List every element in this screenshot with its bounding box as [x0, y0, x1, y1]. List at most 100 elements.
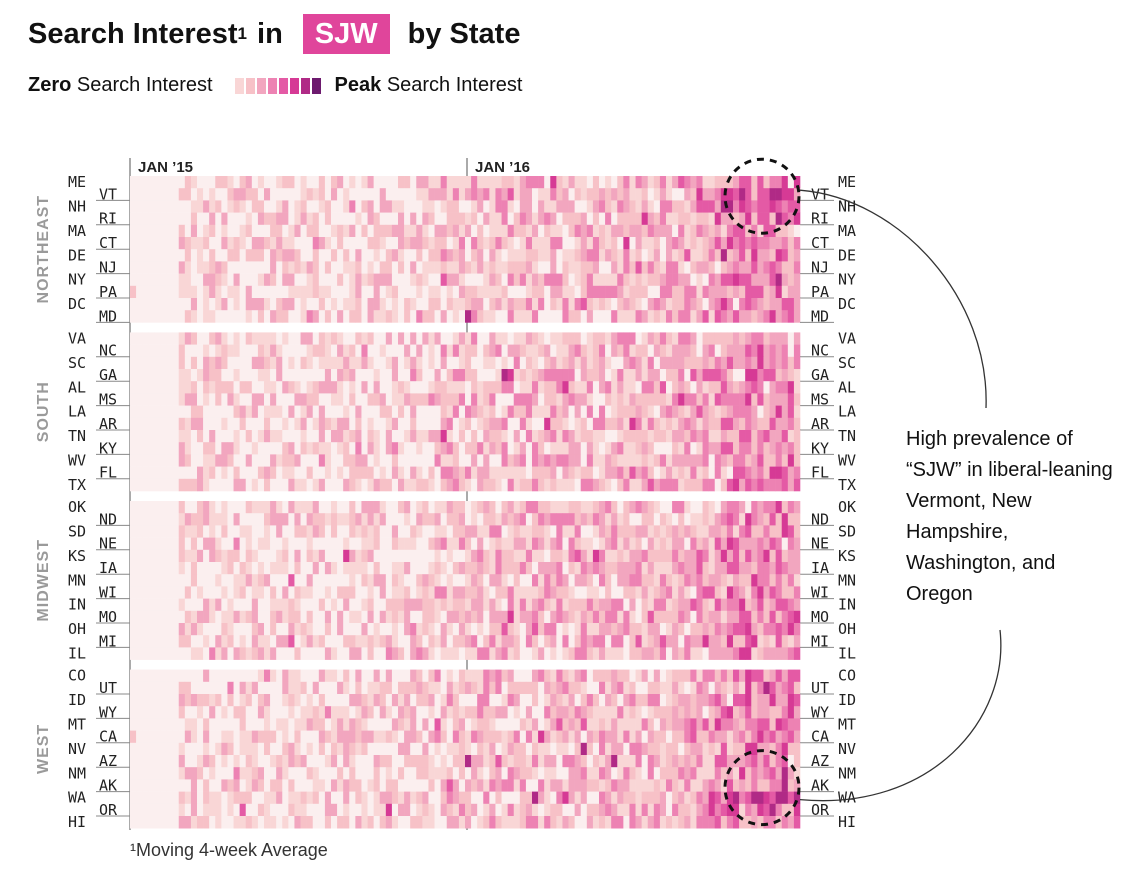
heatmap-cell	[599, 623, 606, 636]
heatmap-cell	[525, 466, 533, 480]
heatmap-cell	[623, 610, 630, 624]
heatmap-cell	[233, 405, 240, 419]
heatmap-cell	[592, 249, 600, 262]
heatmap-cell	[239, 224, 247, 238]
heatmap-cell	[294, 212, 301, 226]
heatmap-cell	[507, 466, 515, 480]
heatmap-cell	[787, 549, 795, 563]
heatmap-cell	[586, 730, 594, 744]
heatmap-cell	[659, 356, 667, 370]
heatmap-cell	[367, 261, 374, 274]
heatmap-cell	[306, 188, 314, 201]
heatmap-cell	[422, 478, 429, 492]
heatmap-cell	[172, 212, 180, 226]
heatmap-cell	[264, 598, 271, 612]
heatmap-cell	[580, 298, 588, 311]
heatmap-cell	[696, 356, 703, 370]
heatmap-cell	[215, 285, 222, 299]
heatmap-cell	[641, 442, 649, 455]
heatmap-cell	[349, 381, 356, 394]
heatmap-cell	[684, 344, 691, 358]
heatmap-cell	[203, 454, 210, 467]
heatmap-cell	[422, 647, 429, 660]
heatmap-cell	[215, 261, 222, 274]
heatmap-cell	[367, 525, 374, 538]
heatmap-cell	[714, 466, 722, 480]
heatmap-cell	[775, 647, 783, 660]
heatmap-cell	[720, 730, 728, 744]
heatmap-cell	[580, 623, 588, 636]
heatmap-cell	[337, 417, 344, 431]
heatmap-cell	[270, 176, 277, 189]
legend-peak-label: Search Interest	[386, 74, 523, 96]
heatmap-cell	[288, 478, 295, 492]
heatmap-cell	[148, 417, 155, 431]
heatmap-cell	[160, 430, 167, 443]
heatmap-cell	[282, 176, 289, 189]
heatmap-cell	[428, 237, 435, 250]
heatmap-cell	[544, 681, 551, 695]
heatmap-cell	[178, 442, 186, 455]
heatmap-cell	[282, 393, 289, 406]
heatmap-cell	[300, 176, 307, 189]
heatmap-cell	[574, 224, 582, 238]
heatmap-cell	[428, 381, 435, 394]
heatmap-cell	[300, 344, 307, 358]
heatmap-cell	[599, 549, 606, 563]
heatmap-cell	[221, 298, 228, 311]
heatmap-cell	[519, 285, 527, 299]
heatmap-cell	[306, 273, 314, 287]
heatmap-cell	[513, 212, 521, 226]
heatmap-cell	[197, 669, 204, 683]
state-label: OK	[68, 498, 86, 516]
heatmap-cell	[343, 332, 350, 345]
heatmap-cell	[184, 356, 192, 370]
heatmap-cell	[282, 285, 289, 299]
heatmap-cell	[428, 610, 435, 624]
heatmap-cell	[714, 598, 722, 612]
heatmap-cell	[215, 647, 222, 660]
heatmap-cell	[519, 501, 527, 514]
heatmap-cell	[550, 249, 557, 262]
heatmap-cell	[653, 176, 661, 189]
heatmap-cell	[172, 513, 180, 526]
heatmap-cell	[446, 466, 454, 480]
heatmap-cell	[574, 237, 582, 250]
state-label: MT	[838, 716, 856, 734]
heatmap-cell	[489, 332, 496, 345]
heatmap-cell	[160, 623, 167, 636]
heatmap-cell	[142, 285, 149, 299]
heatmap-cell	[197, 224, 204, 238]
heatmap-cell	[306, 237, 314, 250]
heatmap-cell	[562, 574, 569, 587]
heatmap-cell	[209, 224, 216, 238]
heatmap-cell	[793, 635, 801, 648]
heatmap-cell	[696, 273, 703, 287]
heatmap-cell	[446, 574, 454, 587]
heatmap-cell	[245, 466, 253, 480]
heatmap-cell	[391, 466, 399, 480]
heatmap-cell	[501, 647, 508, 660]
heatmap-cell	[324, 718, 332, 731]
heatmap-cell	[276, 586, 283, 599]
heatmap-cell	[355, 647, 362, 660]
heatmap-cell	[416, 598, 423, 612]
heatmap-cell	[203, 478, 210, 492]
heatmap-cell	[239, 549, 247, 563]
heatmap-cell	[203, 574, 210, 587]
heatmap-cell	[385, 694, 393, 707]
heatmap-cell	[221, 681, 228, 695]
heatmap-cell	[586, 549, 594, 563]
state-label: AL	[68, 378, 86, 396]
heatmap-cell	[306, 623, 314, 636]
heatmap-cell	[696, 285, 703, 299]
heatmap-cell	[550, 332, 557, 345]
heatmap-cell	[221, 549, 228, 563]
heatmap-cell	[550, 706, 557, 719]
chart-title: Search Interest 1 in SJW by State	[28, 14, 520, 54]
heatmap-cell	[775, 478, 783, 492]
heatmap-cell	[276, 706, 283, 719]
heatmap-cell	[781, 623, 789, 636]
heatmap-cell	[276, 405, 283, 419]
heatmap-cell	[666, 356, 673, 370]
